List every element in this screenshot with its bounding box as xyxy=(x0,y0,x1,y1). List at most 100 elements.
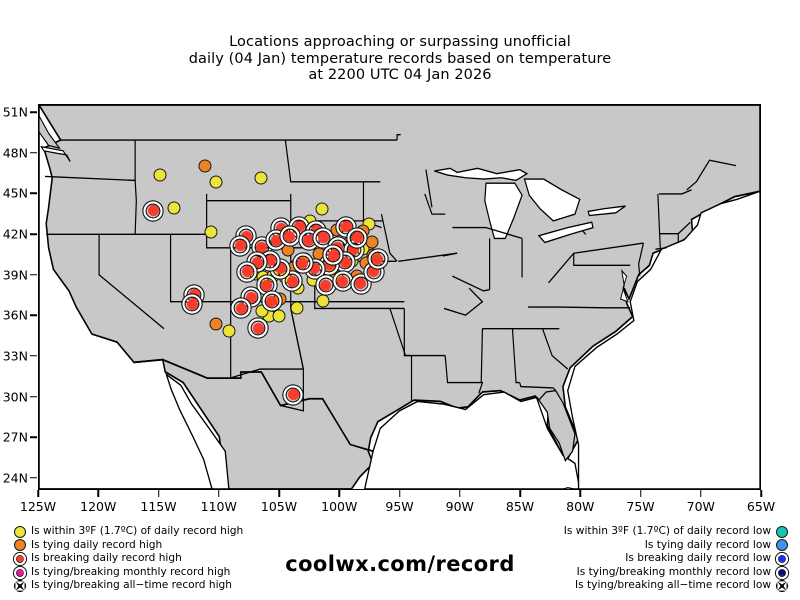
marker-core xyxy=(270,234,282,246)
station-marker-breaking_high[interactable] xyxy=(182,294,202,314)
station-marker-within_high[interactable] xyxy=(254,171,268,185)
station-marker-breaking_high[interactable] xyxy=(336,217,356,237)
lon-tick-mark xyxy=(760,490,762,497)
station-marker-tying_high[interactable] xyxy=(365,235,379,249)
lon-tick-label: 85W xyxy=(505,499,535,514)
station-marker-breaking_high[interactable] xyxy=(313,228,333,248)
lat-tick-mark xyxy=(30,477,37,479)
x-marker-black xyxy=(776,580,788,593)
station-marker-breaking_high[interactable] xyxy=(248,318,268,338)
legend-item-label: Is within 3ºF (1.7ºC) of daily record lo… xyxy=(563,525,771,537)
marker-core xyxy=(317,232,329,244)
lon-tick-label: 90W xyxy=(445,499,474,514)
station-marker-breaking_high[interactable] xyxy=(143,201,163,221)
station-marker-breaking_high[interactable] xyxy=(230,236,250,256)
station-marker-within_high[interactable] xyxy=(316,294,330,308)
station-marker-within_high[interactable] xyxy=(204,225,218,239)
station-marker-within_high[interactable] xyxy=(272,309,286,323)
lat-tick-mark xyxy=(30,395,37,398)
marker-core xyxy=(235,302,247,314)
lon-tick-mark xyxy=(157,490,160,497)
cuba xyxy=(561,487,577,489)
title-line-3: at 2200 UTC 04 Jan 2026 xyxy=(308,67,492,83)
station-marker-breaking_high[interactable] xyxy=(368,249,388,269)
filled-circle-orange xyxy=(14,539,26,552)
lat-tick-mark xyxy=(30,355,37,357)
marker-core xyxy=(240,230,252,242)
legend-item: Is tying/breaking all−time record low xyxy=(564,579,788,593)
station-marker-within_high[interactable] xyxy=(153,168,166,182)
marker-core xyxy=(372,253,384,265)
ringed-circle-red xyxy=(14,552,26,565)
lon-tick-label: 115W xyxy=(140,499,177,514)
map-frame xyxy=(38,104,761,490)
station-marker-breaking_high[interactable] xyxy=(347,228,367,248)
marker-core xyxy=(275,222,287,234)
title-line-1: Locations approaching or surpassing unof… xyxy=(229,34,571,50)
station-marker-breaking_high[interactable] xyxy=(293,253,313,273)
atlantic-ocean xyxy=(567,190,760,489)
lat-tick-mark xyxy=(30,192,37,195)
lon-tick-label: 80W xyxy=(566,499,595,514)
lon-tick-label: 100W xyxy=(321,499,358,514)
station-marker-breaking_high[interactable] xyxy=(262,291,282,311)
legend-marker-core xyxy=(778,555,786,563)
lat-tick-mark xyxy=(30,273,37,276)
station-marker-within_high[interactable] xyxy=(315,202,329,216)
lon-tick-mark xyxy=(218,490,220,497)
ringed-circle-magenta xyxy=(14,566,26,579)
ringed-circle-blue xyxy=(776,552,788,565)
lat-tick-mark xyxy=(30,111,37,113)
legend-item: Is tying/breaking monthly record low xyxy=(564,566,788,580)
legend-marker-core xyxy=(16,569,24,576)
latitude-axis: 51N 48N 45N 42N 39N 36N 33N 30N 27N 24N xyxy=(0,104,38,490)
station-marker-tying_high[interactable] xyxy=(209,317,223,331)
marker-core xyxy=(339,256,351,268)
station-marker-breaking_high[interactable] xyxy=(280,226,300,246)
marker-core xyxy=(261,279,273,291)
station-marker-breaking_high[interactable] xyxy=(351,274,371,294)
station-marker-breaking_high[interactable] xyxy=(241,287,261,307)
marker-core xyxy=(327,249,339,261)
marker-core xyxy=(287,389,299,401)
lon-tick-mark xyxy=(278,490,280,497)
lake-superior xyxy=(434,167,529,182)
lat-tick-label: 39N xyxy=(2,267,28,283)
marker-core xyxy=(264,255,276,267)
lat-tick-label: 45N xyxy=(2,185,28,201)
marker-core xyxy=(293,221,305,233)
legend-item-label: Is tying daily record low xyxy=(644,538,771,551)
marker-core xyxy=(274,263,286,275)
station-marker-breaking_high[interactable] xyxy=(333,271,353,291)
station-marker-breaking_high[interactable] xyxy=(282,271,302,291)
legend-item-label: Is breaking daily record high xyxy=(31,552,182,565)
marker-core xyxy=(355,278,367,290)
marker-core xyxy=(234,240,246,252)
station-marker-within_high[interactable] xyxy=(167,201,181,215)
station-marker-within_high[interactable] xyxy=(209,175,223,189)
legend: Is within 3ºF (1.7ºC) of daily record hi… xyxy=(0,525,800,600)
lat-tick-label: 27N xyxy=(2,429,28,445)
title-line-2: daily (04 Jan) temperature records based… xyxy=(188,50,612,67)
florida-peninsula xyxy=(538,389,576,463)
legend-item-label: Is tying/breaking all−time record low xyxy=(575,579,771,592)
lon-tick-label: 110W xyxy=(200,499,237,514)
legend-item: Is tying/breaking all−time record high xyxy=(14,579,243,593)
station-marker-within_high[interactable] xyxy=(290,301,304,315)
station-marker-breaking_high[interactable] xyxy=(323,245,343,265)
lon-tick-label: 95W xyxy=(385,499,414,514)
station-marker-breaking_high[interactable] xyxy=(237,262,257,282)
page-title: Locations approaching or surpassing unof… xyxy=(0,34,800,84)
filled-circle-teal xyxy=(776,525,788,538)
map-container[interactable] xyxy=(38,104,761,490)
station-marker-breaking_high[interactable] xyxy=(283,385,303,405)
station-marker-breaking_high[interactable] xyxy=(231,298,251,318)
station-marker-tying_high[interactable] xyxy=(198,159,212,173)
lon-tick-label: 120W xyxy=(80,499,117,514)
lon-tick-label: 105W xyxy=(260,499,298,514)
legend-marker-core xyxy=(16,555,24,563)
national-boundaries xyxy=(133,358,374,453)
station-marker-within_high[interactable] xyxy=(222,324,236,338)
marker-core xyxy=(340,221,352,233)
